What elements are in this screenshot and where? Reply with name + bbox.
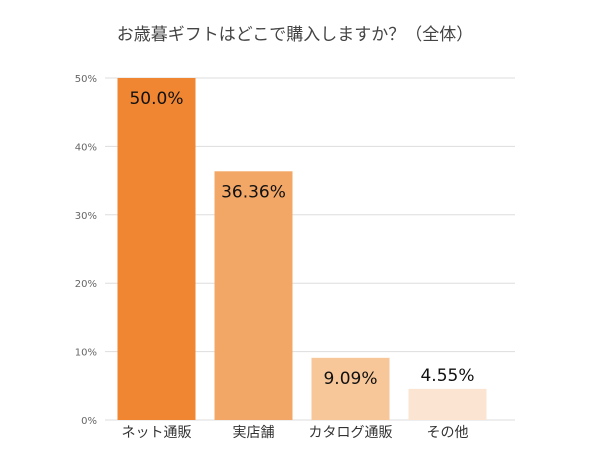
bars	[117, 78, 487, 420]
category-label-4: その他	[427, 425, 469, 441]
data-label-4: 4.55%	[420, 366, 474, 386]
y-tick-label: 40%	[75, 142, 97, 153]
x-axis-category-labels: ネット通販 実店舗 カタログ通販 その他	[122, 425, 469, 441]
y-tick-label: 0%	[81, 416, 97, 427]
data-label-3: 9.09%	[323, 369, 377, 389]
category-label-2: 実店舗	[233, 425, 275, 441]
y-tick-label: 10%	[75, 348, 97, 359]
y-tick-label: 30%	[75, 211, 97, 222]
data-labels: 50.0% 36.36% 9.09% 4.55%	[129, 89, 474, 389]
bar-1	[117, 78, 196, 420]
category-label-3: カタログ通販	[309, 425, 393, 441]
chart-title: お歳暮ギフトはどこで購入しますか？（全体）	[117, 25, 474, 45]
data-label-1: 50.0%	[129, 89, 183, 109]
y-axis-tick-labels: 0% 10% 20% 30% 40% 50%	[75, 74, 97, 427]
bar-4	[408, 388, 487, 420]
bar-2	[214, 171, 293, 420]
y-tick-label: 50%	[75, 74, 97, 85]
category-label-1: ネット通販	[122, 425, 192, 441]
data-label-2: 36.36%	[221, 182, 286, 202]
bar-3	[311, 357, 390, 420]
y-tick-label: 20%	[75, 279, 97, 290]
